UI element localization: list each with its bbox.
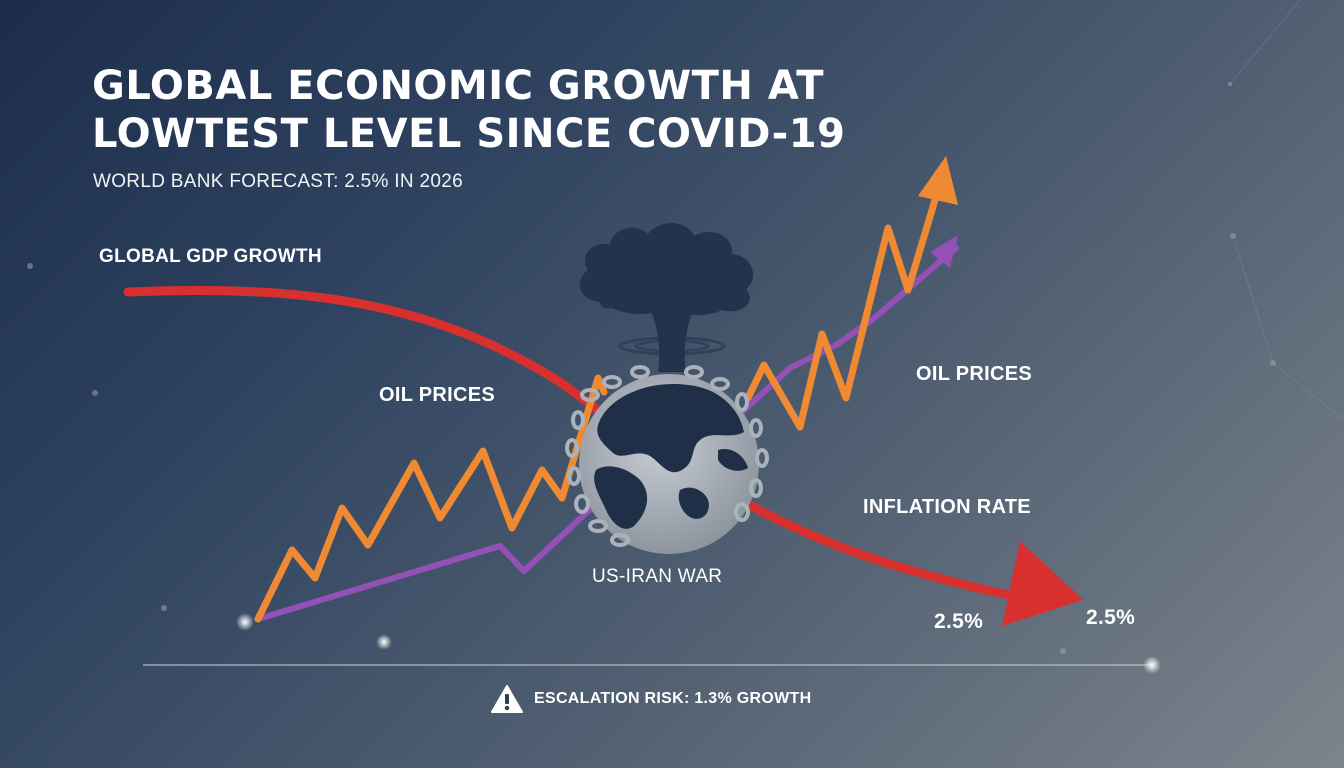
growth-value-label-b: 2.5% bbox=[1086, 606, 1136, 629]
gdp-growth-label: GLOBAL GDP GROWTH bbox=[99, 246, 322, 267]
forecast-subtitle: WORLD BANK FORECAST: 2.5% IN 2026 bbox=[93, 171, 463, 192]
mushroom-cloud-icon bbox=[579, 222, 754, 372]
gdp-arrow-head bbox=[1002, 541, 1083, 626]
escalation-risk-text: ESCALATION RISK: 1.3% GROWTH bbox=[534, 690, 812, 707]
warning-triangle-icon bbox=[491, 685, 523, 713]
oil-prices-label-right: OIL PRICES bbox=[916, 363, 1032, 385]
inflation-rate-label: INFLATION RATE bbox=[863, 496, 1031, 518]
oil-prices-label-left: OIL PRICES bbox=[379, 384, 495, 406]
page-title: GLOBAL ECONOMIC GROWTH AT LOWTEST LEVEL … bbox=[92, 63, 846, 157]
escalation-risk-note: ESCALATION RISK: 1.3% GROWTH bbox=[490, 684, 811, 714]
background-network-lines bbox=[1229, 0, 1344, 421]
oil-arrow-head bbox=[918, 156, 958, 205]
glow-point-left bbox=[236, 613, 254, 631]
background-dots bbox=[27, 82, 1276, 654]
us-iran-war-label: US-IRAN WAR bbox=[592, 566, 723, 587]
baseline-glow-right bbox=[1143, 656, 1161, 674]
oil-price-line bbox=[254, 156, 958, 623]
gdp-growth-line bbox=[123, 285, 1083, 626]
chained-globe-icon bbox=[565, 365, 769, 554]
growth-value-label-a: 2.5% bbox=[934, 610, 984, 633]
glow-point-mid bbox=[376, 634, 392, 650]
